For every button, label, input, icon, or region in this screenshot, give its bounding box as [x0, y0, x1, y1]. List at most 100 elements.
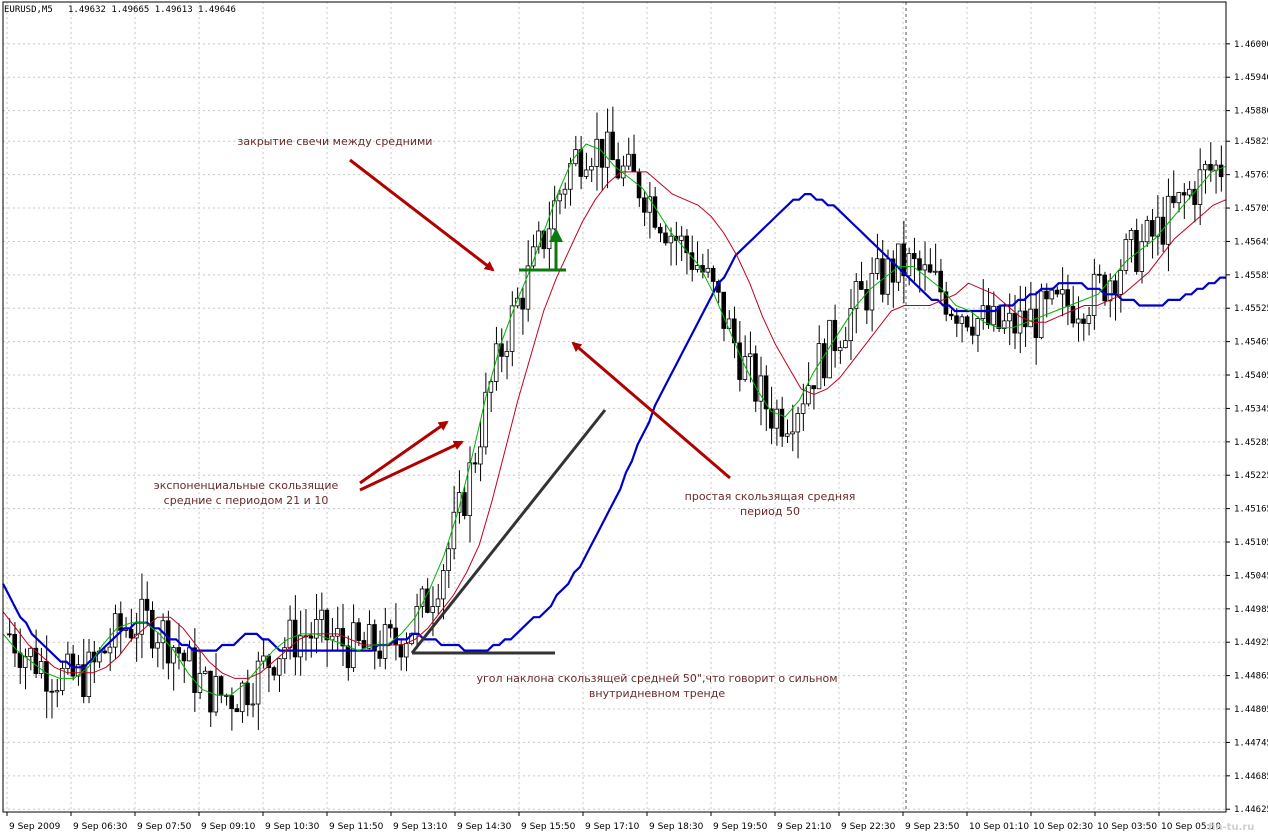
x-tick-label: 9 Sep 17:10 — [585, 822, 640, 832]
y-tick-label: 1.45765 — [1234, 171, 1268, 181]
y-tick-label: 1.45345 — [1234, 404, 1268, 414]
annotation-sma_note: период 50 — [740, 505, 800, 518]
candle — [890, 250, 896, 308]
candle — [933, 243, 938, 276]
candle — [732, 306, 737, 359]
candle — [874, 233, 880, 280]
sma-50-line — [2, 193, 1226, 669]
y-tick-label: 1.44745 — [1234, 738, 1268, 748]
candle — [583, 152, 589, 180]
x-tick-label: 10 Sep 01:10 — [969, 822, 1029, 832]
candle — [388, 619, 393, 638]
annotation-candle_close: закрытие свечи между средними — [238, 135, 433, 148]
y-tick-label: 1.45705 — [1234, 204, 1268, 214]
y-tick-label: 1.44925 — [1234, 638, 1268, 648]
candle — [620, 155, 626, 187]
candle — [49, 678, 55, 719]
arrow-sma — [571, 341, 731, 480]
candle — [361, 631, 367, 649]
candle — [239, 680, 245, 723]
candle — [245, 669, 250, 717]
candle — [171, 645, 176, 691]
candle — [779, 396, 785, 447]
ema-21-line — [2, 171, 1227, 679]
candle — [948, 309, 954, 320]
candle — [1150, 208, 1155, 259]
candle — [425, 578, 430, 614]
y-tick-label: 1.45045 — [1234, 571, 1268, 581]
y-tick-label: 1.45645 — [1234, 237, 1268, 247]
candle — [922, 241, 928, 291]
candle — [1007, 293, 1012, 346]
y-tick-label: 1.45225 — [1234, 471, 1268, 481]
candle — [382, 607, 388, 670]
angle-slope-line — [410, 409, 607, 654]
annotation-angle_note: угол наклона скользящей средней 50",что … — [476, 672, 837, 685]
candle — [1197, 148, 1203, 226]
candle — [694, 241, 700, 273]
candle — [1213, 159, 1219, 194]
candle — [213, 653, 219, 717]
candle — [975, 316, 981, 352]
candle — [308, 622, 314, 658]
candle — [1001, 302, 1007, 334]
candle — [192, 628, 197, 712]
candle — [440, 564, 446, 620]
candle — [335, 606, 340, 651]
candle — [557, 189, 562, 215]
candle — [462, 486, 467, 520]
y-tick-label: 1.44985 — [1234, 605, 1268, 615]
candle — [657, 223, 663, 243]
x-tick-label: 10 Sep 03:50 — [1097, 822, 1157, 832]
candle — [552, 185, 557, 231]
candle — [525, 240, 531, 322]
candle — [1171, 170, 1176, 208]
candle — [853, 273, 859, 334]
candle — [869, 257, 875, 332]
candle — [663, 223, 668, 246]
candle — [1086, 306, 1092, 336]
candle — [504, 340, 510, 380]
candle — [911, 237, 917, 282]
candle — [927, 248, 933, 274]
y-tick-label: 1.45405 — [1234, 371, 1268, 381]
y-tick-label: 1.45285 — [1234, 438, 1268, 448]
candle — [959, 313, 965, 343]
candle — [763, 365, 769, 431]
candle — [276, 657, 282, 692]
candle — [626, 137, 631, 171]
candle — [70, 644, 76, 681]
candle — [271, 665, 277, 681]
arrow-ema-10 — [359, 420, 449, 485]
candle — [1075, 296, 1081, 342]
annotations: закрытие свечи между средними экспоненциа… — [154, 135, 856, 700]
candle — [414, 593, 420, 649]
candle — [1139, 223, 1145, 284]
candle — [827, 319, 832, 379]
buy-signal-arrow-head — [549, 228, 563, 242]
candle — [22, 648, 28, 690]
candle — [266, 653, 271, 693]
candle — [859, 261, 864, 290]
candle — [837, 340, 843, 364]
candle — [964, 314, 970, 332]
candle — [478, 421, 483, 482]
candle — [303, 608, 309, 661]
candle — [1144, 215, 1150, 247]
x-tick-label: 9 Sep 15:50 — [521, 822, 576, 832]
candle — [419, 586, 425, 618]
candle — [705, 249, 711, 278]
y-tick-label: 1.44625 — [1234, 805, 1268, 815]
x-tick-label: 9 Sep 19:50 — [713, 822, 768, 832]
plot-frame — [2, 1, 1227, 813]
candle — [155, 631, 160, 668]
x-tick-label: 9 Sep 06:30 — [73, 822, 128, 832]
y-tick-label: 1.46000 — [1234, 40, 1268, 50]
candle — [1097, 264, 1102, 284]
candle — [938, 258, 943, 303]
x-tick-label: 9 Sep 18:30 — [649, 822, 704, 832]
candle — [610, 106, 615, 161]
candle — [65, 641, 70, 675]
candle — [366, 610, 372, 650]
